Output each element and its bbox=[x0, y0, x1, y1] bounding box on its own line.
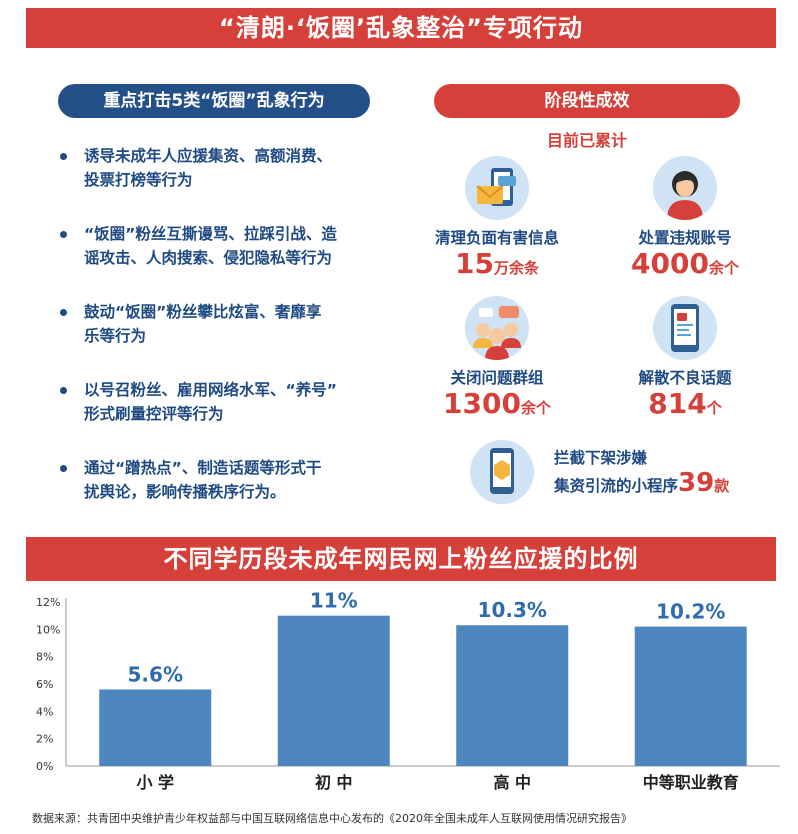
mini-program-line-2: 集资引流的小程序 bbox=[554, 477, 679, 495]
list-item: 以号召粉丝、雇用网络水军、“养号” 形式刷量控评等行为 bbox=[60, 378, 390, 426]
mini-program-unit: 款 bbox=[714, 477, 730, 495]
envelope-phone-icon bbox=[465, 156, 529, 220]
list-item: 诱导未成年人应援集资、高额消费、 投票打榜等行为 bbox=[60, 144, 390, 192]
bullet-line-2: 谣攻击、人肉搜索、侵犯隐私等行为 bbox=[84, 249, 333, 267]
mini-program-label: 拦截下架涉嫌 集资引流的小程序39款 bbox=[554, 446, 729, 499]
stat-unit: 万余条 bbox=[493, 259, 539, 277]
left-section-title: 重点打击5类“饭圈”乱象行为 bbox=[58, 84, 370, 118]
mini-program-line-1: 拦截下架涉嫌 bbox=[554, 449, 648, 467]
stat-block: 关闭问题群组 1300余个 bbox=[412, 296, 582, 420]
cumulative-subhead: 目前已累计 bbox=[546, 131, 627, 150]
bullet-line-2: 投票打榜等行为 bbox=[84, 171, 193, 189]
stat-block: 解散不良话题 814个 bbox=[600, 296, 770, 420]
mini-program-stat: 拦截下架涉嫌 集资引流的小程序39款 bbox=[470, 440, 780, 506]
stat-label: 关闭问题群组 bbox=[450, 369, 544, 387]
bullet-line-2: 扰舆论，影响传播秩序行为。 bbox=[84, 483, 286, 501]
stat-block: 清理负面有害信息 15万余条 bbox=[412, 156, 582, 280]
bar bbox=[99, 689, 212, 766]
phone-topic-icon bbox=[653, 296, 717, 360]
stat-unit: 余个 bbox=[708, 259, 739, 277]
stat-number: 4000 bbox=[631, 247, 709, 280]
stat-block: 处置违规账号 4000余个 bbox=[600, 156, 770, 280]
bullet-line-1: 通过“蹭热点”、制造话题等形式干 bbox=[84, 459, 322, 477]
right-section-title: 阶段性成效 bbox=[434, 84, 740, 118]
list-item: 通过“蹭热点”、制造话题等形式干 扰舆论，影响传播秩序行为。 bbox=[60, 456, 390, 504]
bar-value-label: 5.6% bbox=[128, 662, 183, 686]
y-tick-label: 2% bbox=[36, 733, 53, 746]
stat-label: 解散不良话题 bbox=[638, 369, 732, 387]
bar-value-label: 10.3% bbox=[478, 598, 547, 622]
bullet-dot-icon bbox=[60, 387, 67, 394]
y-tick-label: 8% bbox=[36, 651, 53, 664]
bullet-line-2: 乐等行为 bbox=[84, 327, 147, 345]
y-tick-label: 0% bbox=[36, 760, 53, 773]
stat-unit: 余个 bbox=[520, 399, 551, 417]
group-chat-icon bbox=[465, 296, 529, 360]
stat-unit: 个 bbox=[706, 399, 722, 417]
bullet-line-2: 形式刷量控评等行为 bbox=[84, 405, 224, 423]
list-item: “饭圈”粉丝互撕谩骂、拉踩引战、造 谣攻击、人肉搜索、侵犯隐私等行为 bbox=[60, 222, 390, 270]
category-label: 小 学 bbox=[136, 773, 174, 792]
bullet-dot-icon bbox=[60, 465, 67, 472]
list-item: 鼓动“饭圈”粉丝攀比炫富、奢靡享 乐等行为 bbox=[60, 300, 390, 348]
bullet-dot-icon bbox=[60, 309, 67, 316]
bullet-line-1: 以号召粉丝、雇用网络水军、“养号” bbox=[84, 381, 337, 399]
category-label: 高 中 bbox=[493, 773, 531, 792]
mini-program-phone-icon bbox=[470, 440, 534, 504]
mini-program-number: 39 bbox=[678, 468, 715, 498]
top-banner-title: “清朗·‘饭圈’乱象整治”专项行动 bbox=[26, 8, 776, 48]
chart-banner-title: 不同学历段未成年网民网上粉丝应援的比例 bbox=[26, 537, 776, 581]
data-source-note: 数据来源：共青团中央维护青少年权益部与中国互联网络信息中心发布的《2020年全国… bbox=[32, 812, 632, 825]
bullet-list: 诱导未成年人应援集资、高额消费、 投票打榜等行为 “饭圈”粉丝互撕谩骂、拉踩引战、… bbox=[60, 144, 390, 504]
category-label: 初 中 bbox=[315, 773, 353, 792]
stat-number: 15 bbox=[455, 247, 494, 280]
bar-chart: 0% 2% 4% 6% 8% 10% 12% 5.6% 小 学 11% 初 中 10.3% 高 中 10.… bbox=[36, 590, 780, 792]
stat-label: 处置违规账号 bbox=[638, 229, 732, 247]
bullet-line-1: 鼓动“饭圈”粉丝攀比炫富、奢靡享 bbox=[84, 303, 322, 321]
user-avatar-icon bbox=[653, 156, 717, 220]
category-label: 中等职业教育 bbox=[643, 773, 739, 792]
bullet-line-1: 诱导未成年人应援集资、高额消费、 bbox=[84, 147, 333, 165]
bullet-dot-icon bbox=[60, 153, 67, 160]
y-tick-label: 10% bbox=[36, 623, 60, 636]
bullet-line-1: “饭圈”粉丝互撕谩骂、拉踩引战、造 bbox=[84, 225, 337, 243]
bar bbox=[277, 615, 390, 766]
bar bbox=[634, 626, 747, 766]
y-tick-label: 12% bbox=[36, 596, 60, 609]
bullet-dot-icon bbox=[60, 231, 67, 238]
y-tick-label: 4% bbox=[36, 705, 53, 718]
bar-value-label: 11% bbox=[310, 590, 358, 613]
y-tick-label: 6% bbox=[36, 678, 53, 691]
stat-number: 1300 bbox=[443, 387, 521, 420]
bar bbox=[456, 625, 569, 766]
stat-label: 清理负面有害信息 bbox=[434, 229, 559, 247]
stat-number: 814 bbox=[648, 387, 707, 420]
bar-value-label: 10.2% bbox=[656, 600, 725, 624]
